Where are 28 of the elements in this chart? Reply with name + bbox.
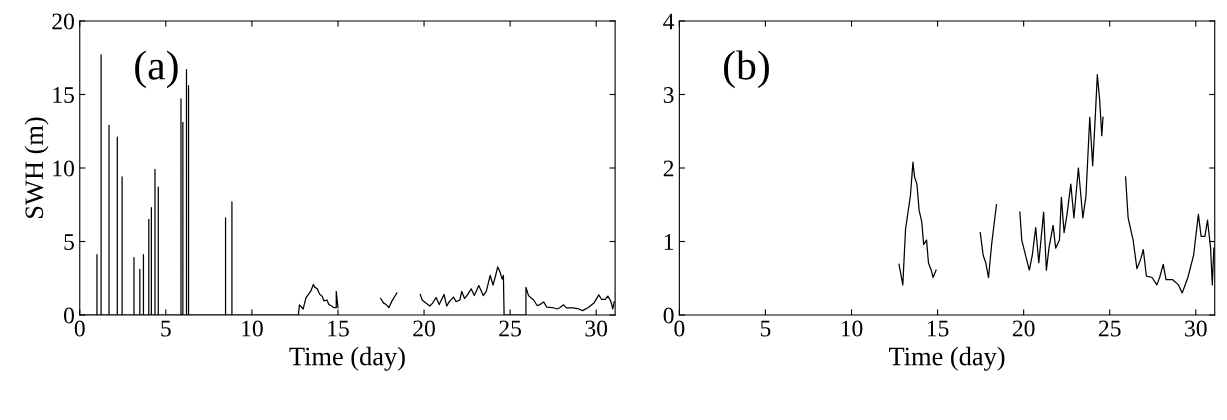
y-tick-label: 15 (53, 87, 74, 103)
y-tick-label: 0 (63, 307, 74, 324)
x-tick-label: 25 (499, 320, 521, 337)
x-tick-label: 15 (328, 320, 349, 337)
y-tick-label: 4 (663, 13, 675, 30)
x-tick-label: 10 (841, 320, 863, 337)
annotation: (a) (135, 50, 178, 89)
x-tick-label: 25 (1098, 320, 1121, 337)
y-tick-label: 0 (663, 307, 674, 324)
y-tick-label: 5 (64, 234, 74, 250)
x-tick-label: 5 (161, 320, 171, 337)
y-tick-label: 10 (53, 160, 74, 177)
annotation: (b) (724, 50, 769, 89)
y-tick-label: 1 (664, 234, 674, 250)
x-tick-label: 0 (74, 320, 85, 337)
x-tick-label: 20 (413, 320, 435, 337)
y-axis-title: SWH (m) (24, 117, 49, 218)
y-tick-label: 3 (663, 87, 674, 103)
x-axis-title: Time (day) (889, 346, 1005, 371)
x-tick-label: 15 (927, 320, 949, 337)
y-tick-label: 20 (52, 13, 74, 30)
x-tick-label: 10 (242, 320, 263, 337)
x-tick-label: 5 (760, 320, 771, 337)
x-tick-label: 30 (585, 320, 608, 337)
y-tick-label: 2 (663, 160, 674, 177)
x-axis-title: Time (day) (289, 346, 405, 371)
x-tick-label: 20 (1012, 320, 1035, 337)
x-tick-label: 30 (1185, 320, 1207, 337)
